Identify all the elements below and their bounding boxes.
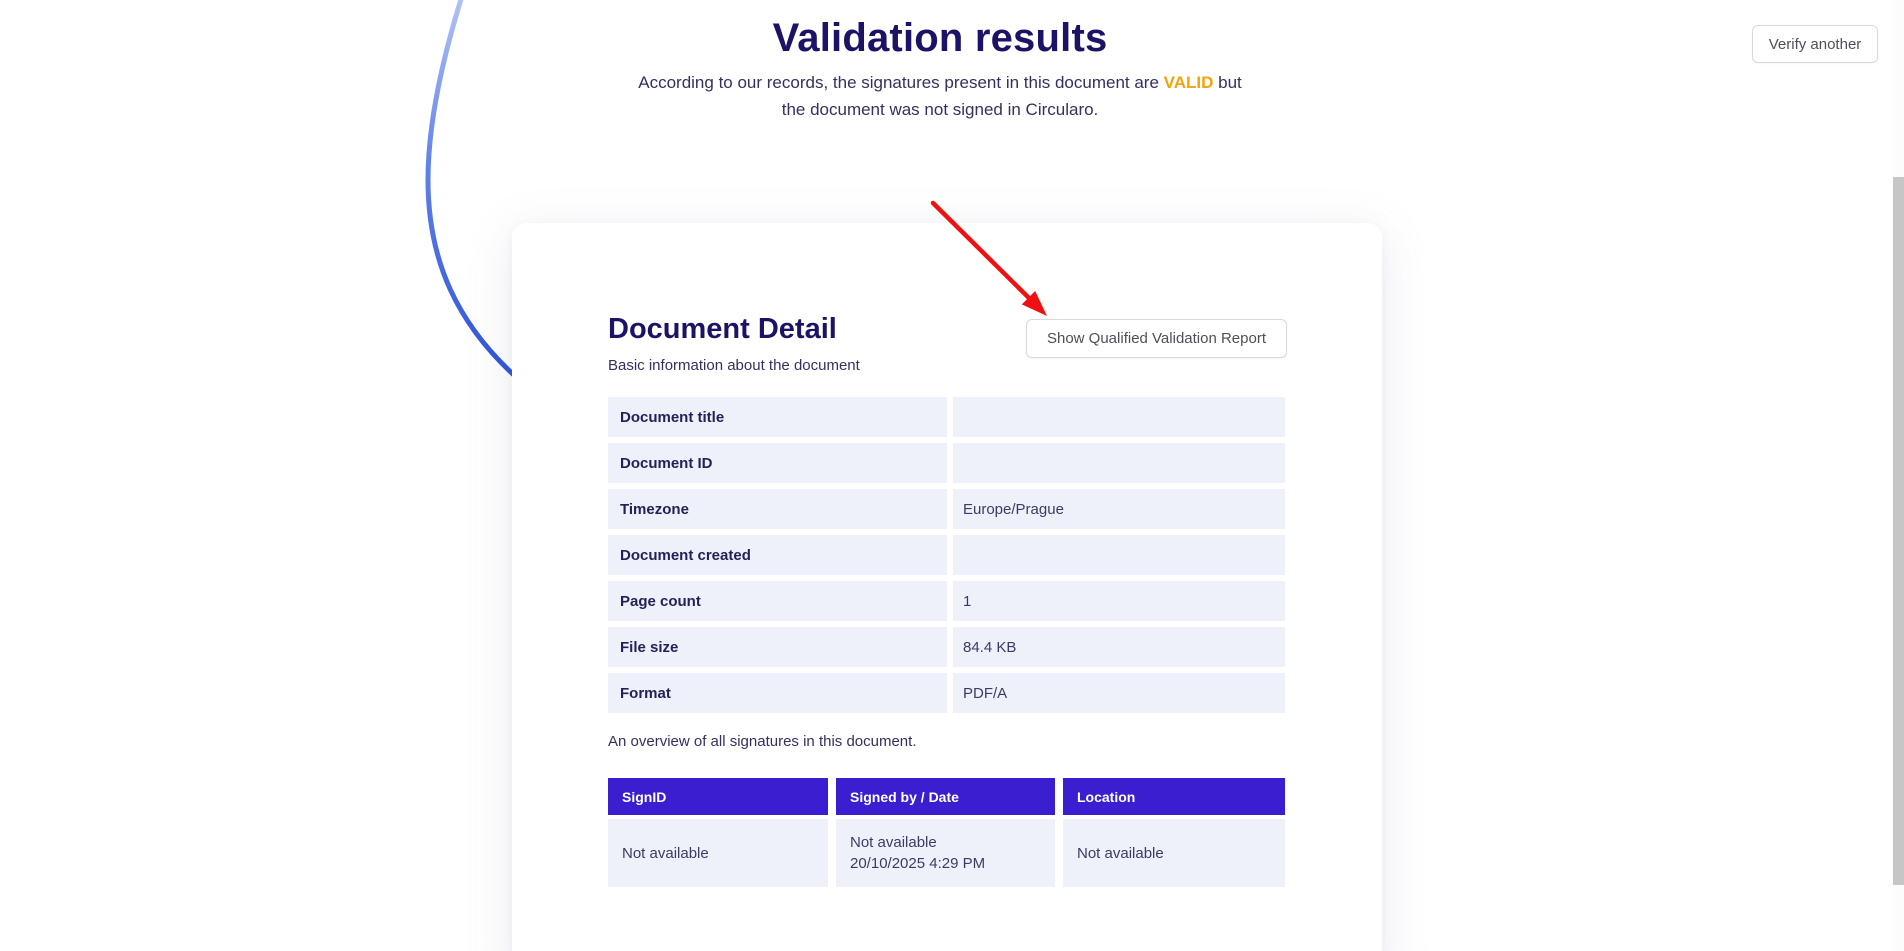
signid-cell: Not available	[608, 819, 828, 887]
valid-status-text: VALID	[1163, 73, 1214, 92]
signatures-caption: An overview of all signatures in this do…	[608, 733, 917, 750]
detail-label: Document created	[608, 535, 947, 575]
signed-by-text: Not available	[850, 834, 937, 851]
detail-value	[953, 397, 1285, 437]
detail-value: 84.4 KB	[953, 627, 1285, 667]
location-cell: Not available	[1063, 819, 1285, 887]
verify-another-button[interactable]: Verify another	[1752, 25, 1878, 63]
card-title: Document Detail	[608, 313, 837, 345]
detail-row-timezone: Timezone Europe/Prague	[608, 489, 1285, 529]
subtitle-line-2: the document was not signed in Circularo…	[781, 100, 1099, 119]
scrollbar-thumb[interactable]	[1893, 177, 1904, 885]
detail-label: Document title	[608, 397, 947, 437]
detail-row-document-created: Document created	[608, 535, 1285, 575]
card-subtitle: Basic information about the document	[608, 357, 860, 374]
detail-row-file-size: File size 84.4 KB	[608, 627, 1285, 667]
signed-date-text: 20/10/2025 4:29 PM	[850, 855, 986, 872]
detail-label: File size	[608, 627, 947, 667]
show-qualified-validation-report-button[interactable]: Show Qualified Validation Report	[1026, 319, 1287, 358]
detail-row-page-count: Page count 1	[608, 581, 1285, 621]
document-details-table: Document title Document ID Timezone Euro…	[608, 397, 1285, 719]
signatures-table-row: Not available Not available 20/10/2025 4…	[608, 819, 1285, 887]
document-detail-card: Document Detail Basic information about …	[512, 223, 1382, 951]
detail-row-document-id: Document ID	[608, 443, 1285, 483]
signatures-table: SignID Signed by / Date Location Not ava…	[608, 778, 1285, 887]
detail-row-document-title: Document title	[608, 397, 1285, 437]
subtitle-text-1: According to our records, the signatures…	[638, 73, 1164, 92]
detail-row-format: Format PDF/A	[608, 673, 1285, 713]
detail-label: Page count	[608, 581, 947, 621]
page-subtitle: According to our records, the signatures…	[0, 69, 1880, 123]
detail-value: 1	[953, 581, 1285, 621]
signatures-table-header: SignID Signed by / Date Location	[608, 778, 1285, 815]
detail-label: Format	[608, 673, 947, 713]
signed-by-date-cell: Not available 20/10/2025 4:29 PM	[836, 819, 1055, 887]
subtitle-text-2: but	[1213, 73, 1242, 92]
detail-value	[953, 443, 1285, 483]
detail-value: PDF/A	[953, 673, 1285, 713]
column-header-location: Location	[1063, 778, 1285, 815]
column-header-signid: SignID	[608, 778, 828, 815]
detail-label: Document ID	[608, 443, 947, 483]
detail-label: Timezone	[608, 489, 947, 529]
column-header-signed-by-date: Signed by / Date	[836, 778, 1055, 815]
hero-section: Validation results According to our reco…	[0, 16, 1880, 123]
detail-value: Europe/Prague	[953, 489, 1285, 529]
scrollbar-track[interactable]	[1892, 0, 1904, 951]
page-title: Validation results	[772, 16, 1108, 60]
detail-value	[953, 535, 1285, 575]
